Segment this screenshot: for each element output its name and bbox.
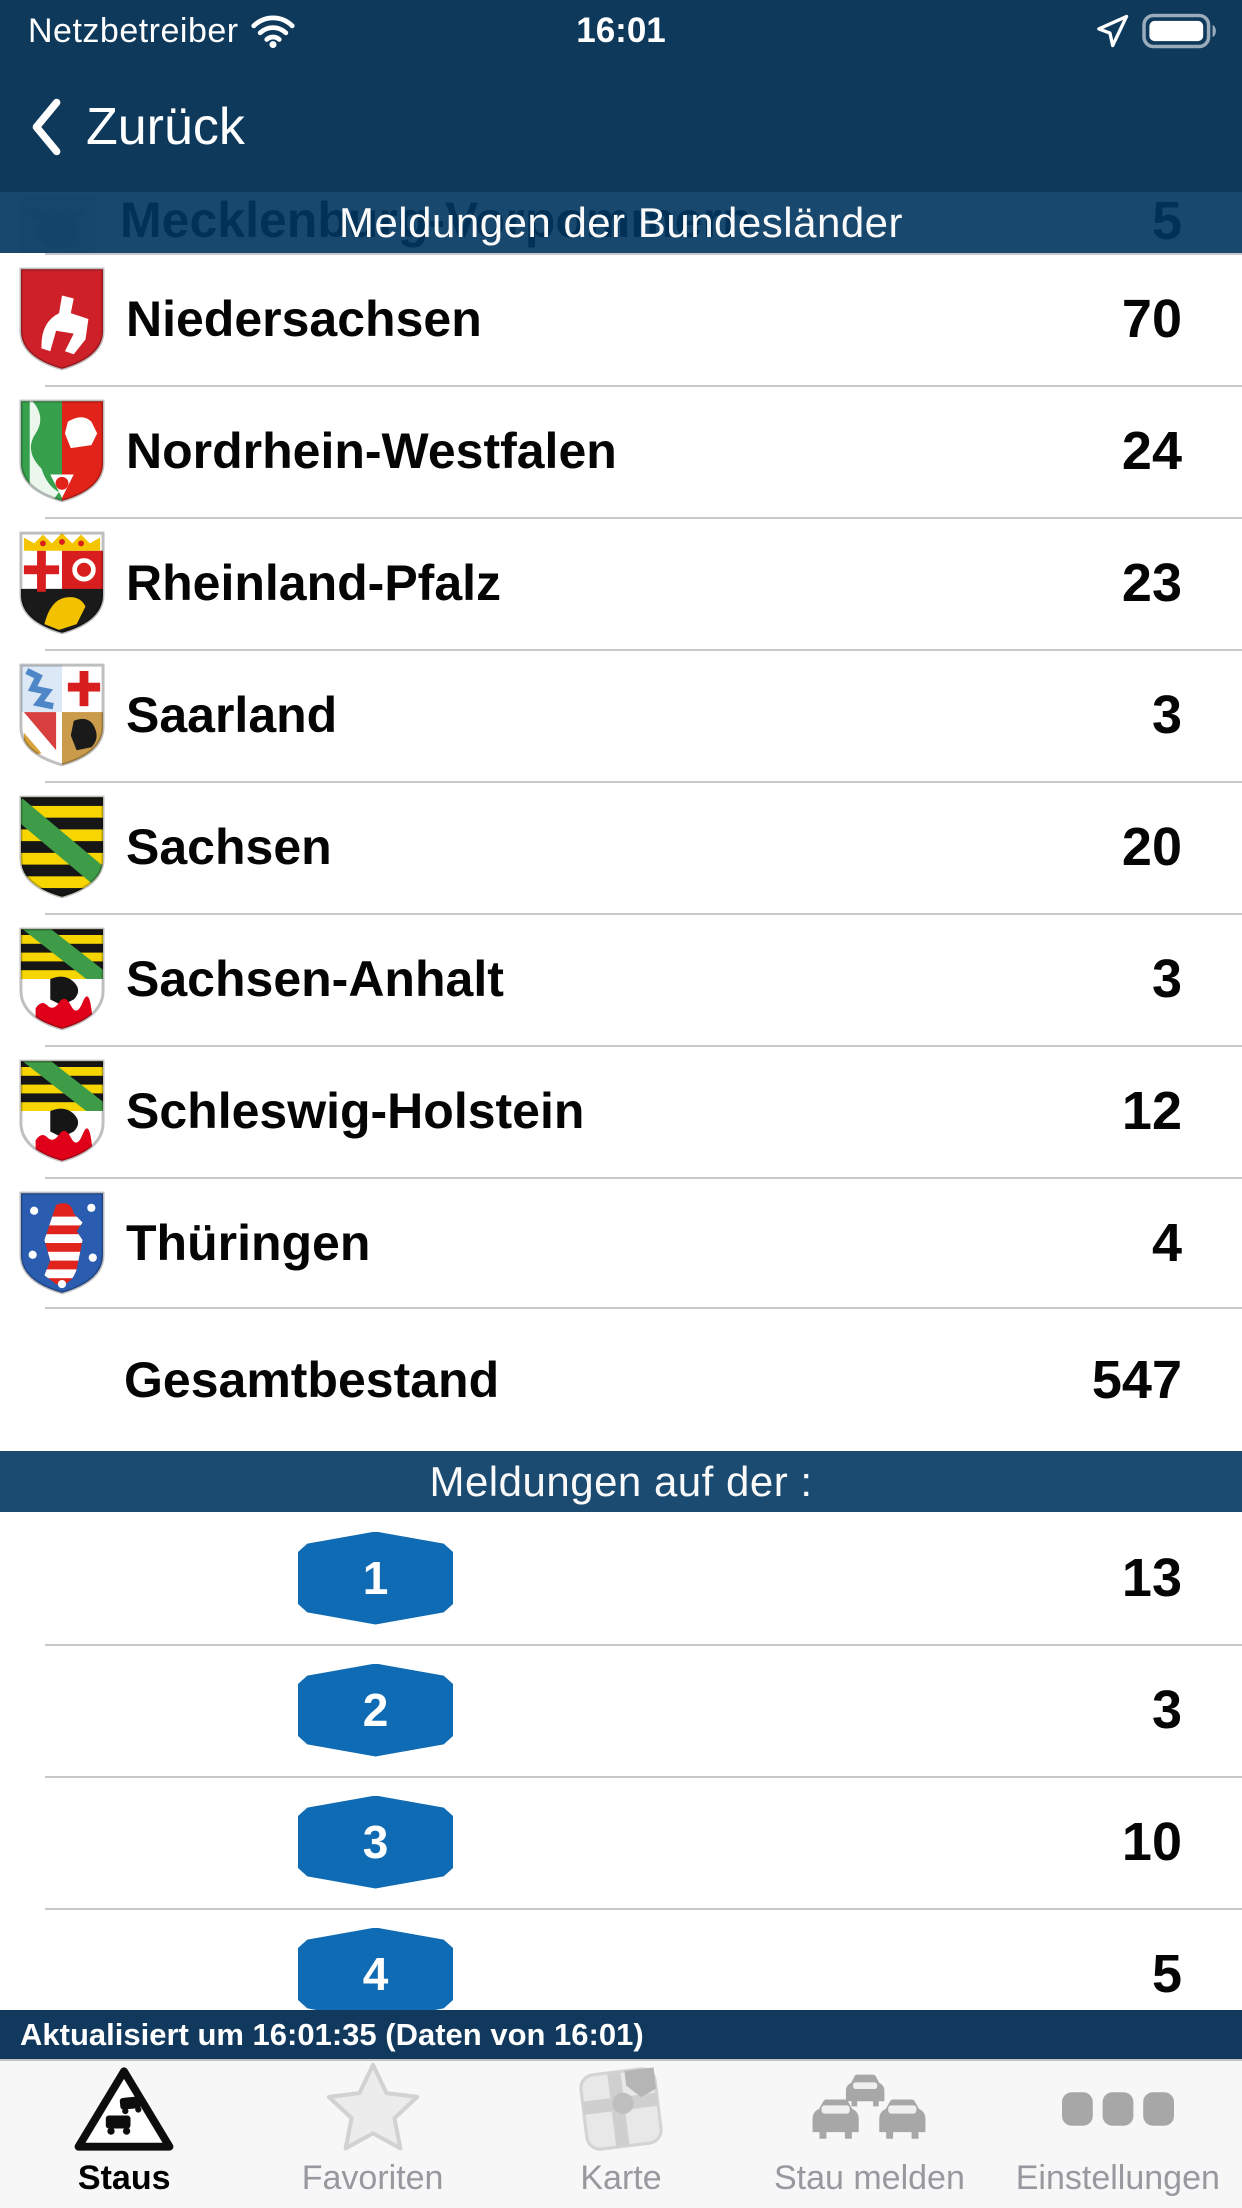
autobahn-row-2[interactable]: 2 3	[0, 1644, 1242, 1776]
tab-label: Stau melden	[773, 2159, 965, 2197]
star-icon	[326, 2062, 419, 2151]
rheinland-pfalz-coat-icon	[19, 531, 105, 635]
autobahn-number: 3	[362, 1816, 389, 1868]
state-count: 3	[1151, 685, 1182, 745]
autobahn-count: 13	[1121, 1548, 1182, 1608]
state-label: Rheinland-Pfalz	[126, 555, 502, 611]
state-row-thueringen[interactable]: Thüringen 4	[0, 1177, 1242, 1309]
sachsen-coat-icon	[19, 795, 105, 899]
autobahn-count: 10	[1121, 1812, 1182, 1872]
sachsen-anhalt-coat-icon	[19, 927, 105, 1031]
autobahn-row-4[interactable]: 4 5	[0, 1908, 1242, 2010]
autobahn-count: 3	[1151, 1680, 1182, 1740]
total-count: 547	[1091, 1350, 1182, 1410]
section-header-label: Meldungen auf der :	[429, 1457, 813, 1505]
nordrhein-westfalen-coat-icon	[19, 399, 105, 503]
niedersachsen-coat-icon	[19, 267, 105, 371]
section-header-autobahn: Meldungen auf der :	[0, 1451, 1242, 1512]
battery-icon	[1142, 13, 1216, 49]
autobahn-count: 5	[1151, 1944, 1182, 2004]
state-row-sachsen-anhalt[interactable]: Sachsen-Anhalt 3	[0, 913, 1242, 1045]
state-count: 4	[1151, 1213, 1182, 1273]
state-label: Schleswig-Holstein	[126, 1083, 585, 1139]
sachsen-anhalt-coat-icon	[19, 1059, 105, 1163]
section-header-bundeslaender: Meldungen der Bundesländer	[0, 192, 1242, 253]
state-row-rheinland-pfalz[interactable]: Rheinland-Pfalz 23	[0, 517, 1242, 649]
update-status-text: Aktualisiert um 16:01:35 (Daten von 16:0…	[20, 2016, 644, 2052]
section-header-label: Meldungen der Bundesländer	[338, 198, 904, 246]
autobahn-number: 2	[362, 1684, 389, 1736]
cars-icon	[812, 2074, 926, 2139]
autobahn-row-1[interactable]: 1 13	[0, 1512, 1242, 1644]
state-count: 3	[1151, 949, 1182, 1009]
status-bar: Netzbetreiber 16:01	[0, 0, 1242, 62]
navigation-header: Netzbetreiber 16:01 Zurück	[0, 0, 1242, 192]
state-row-niedersachsen[interactable]: Niedersachsen 70	[0, 253, 1242, 385]
ellipsis-icon	[1061, 2092, 1174, 2126]
back-label: Zurück	[86, 98, 245, 156]
bundeslaender-list: Niedersachsen 70 Nordrhein-Westfalen 24	[0, 253, 1242, 1309]
tab-karte[interactable]: Karte	[497, 2061, 745, 2208]
state-row-schleswig-holstein[interactable]: Schleswig-Holstein 12	[0, 1045, 1242, 1177]
autobahn-sign-icon: 2	[298, 1663, 453, 1757]
tab-label: Staus	[77, 2159, 171, 2197]
clock-label: 16:01	[576, 11, 666, 50]
autobahn-sign-icon: 3	[298, 1795, 453, 1889]
tab-bar: Staus Favoriten Karte	[0, 2059, 1242, 2208]
map-icon	[579, 2067, 663, 2151]
state-label: Sachsen-Anhalt	[126, 951, 504, 1007]
back-button[interactable]: Zurück	[30, 97, 245, 157]
carrier-label: Netzbetreiber	[28, 11, 239, 50]
section-header-bundeslaender-area: Mecklenburg-Vorpommern 5 Meldungen der B…	[0, 192, 1242, 253]
tab-staus[interactable]: Staus	[0, 2061, 248, 2208]
state-label: Niedersachsen	[126, 291, 482, 347]
autobahn-number: 4	[362, 1948, 389, 2000]
location-arrow-icon	[1097, 14, 1129, 48]
state-count: 70	[1121, 289, 1182, 349]
wifi-icon	[250, 15, 295, 48]
state-count: 12	[1121, 1081, 1182, 1141]
state-label: Thüringen	[126, 1215, 371, 1271]
state-row-nordrhein-westfalen[interactable]: Nordrhein-Westfalen 24	[0, 385, 1242, 517]
state-label: Sachsen	[126, 819, 332, 875]
autobahn-sign-icon: 4	[298, 1927, 453, 2010]
tab-label: Einstellungen	[1015, 2159, 1220, 2197]
tab-favoriten[interactable]: Favoriten	[248, 2061, 496, 2208]
saarland-coat-icon	[19, 663, 105, 767]
autobahn-list: 1 13 2 3 3 10 4 5	[0, 1512, 1242, 2010]
autobahn-number: 1	[362, 1552, 389, 1604]
state-label: Saarland	[126, 687, 338, 743]
tab-label: Karte	[580, 2159, 662, 2197]
total-label: Gesamtbestand	[124, 1352, 500, 1408]
tab-stau-melden[interactable]: Stau melden	[745, 2061, 993, 2208]
tab-label: Favoriten	[301, 2159, 444, 2197]
state-row-sachsen[interactable]: Sachsen 20	[0, 781, 1242, 913]
back-chevron-icon	[32, 98, 61, 156]
update-status-bar: Aktualisiert um 16:01:35 (Daten von 16:0…	[0, 2010, 1242, 2059]
state-count: 24	[1121, 421, 1182, 481]
tab-einstellungen[interactable]: Einstellungen	[994, 2061, 1242, 2208]
total-row: Gesamtbestand 547	[0, 1309, 1242, 1451]
state-label: Nordrhein-Westfalen	[126, 423, 617, 479]
thueringen-coat-icon	[19, 1191, 105, 1295]
state-row-saarland[interactable]: Saarland 3	[0, 649, 1242, 781]
autobahn-sign-icon: 1	[298, 1531, 453, 1625]
autobahn-row-3[interactable]: 3 10	[0, 1776, 1242, 1908]
state-count: 20	[1121, 817, 1182, 877]
traffic-jam-sign-icon	[74, 2067, 174, 2151]
state-count: 23	[1121, 553, 1182, 613]
